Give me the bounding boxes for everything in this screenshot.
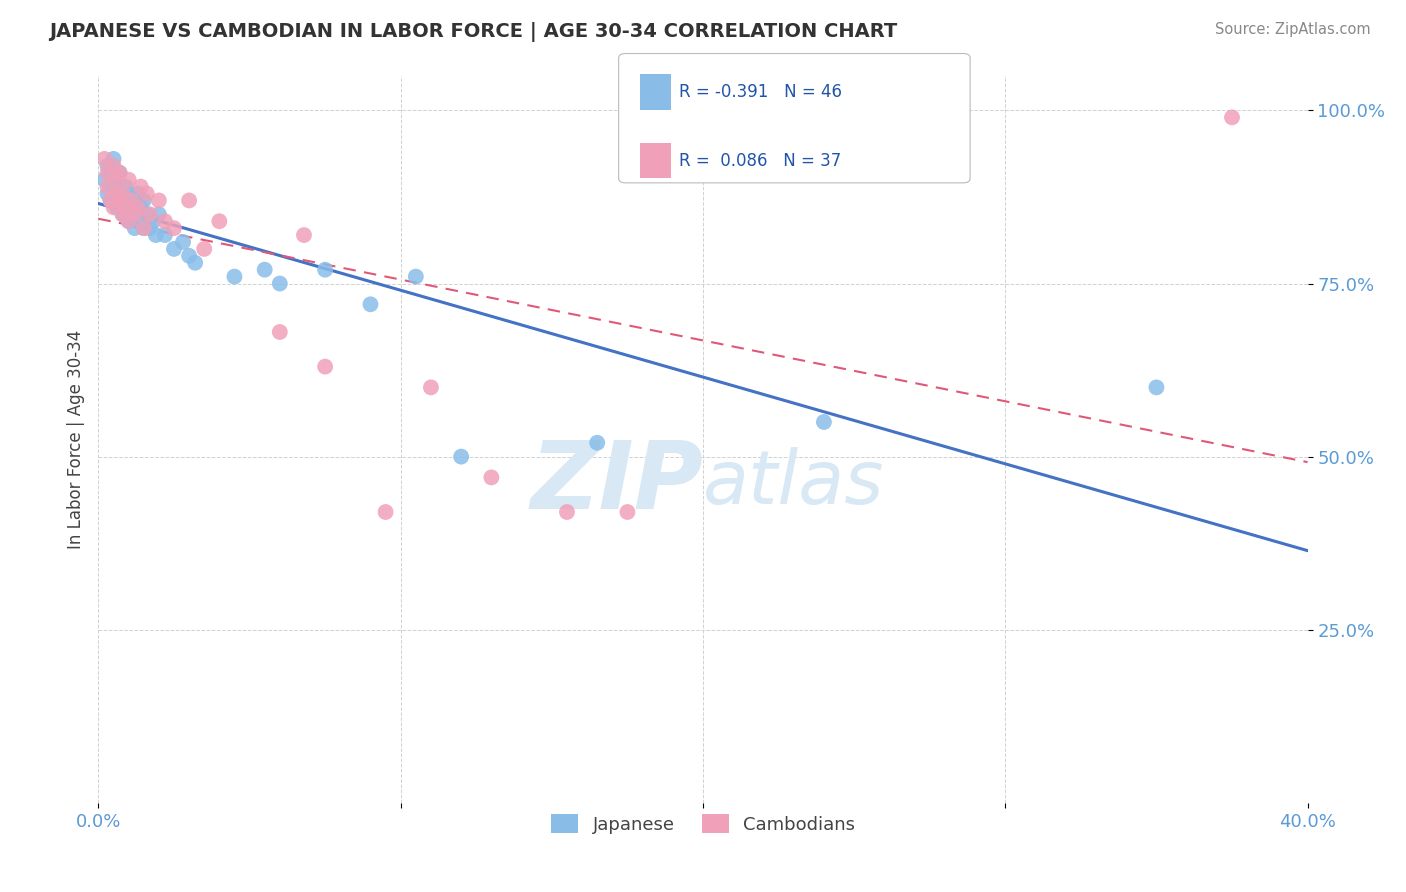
Point — [172, 235, 194, 249]
Text: Source: ZipAtlas.com: Source: ZipAtlas.com — [1215, 22, 1371, 37]
Point — [105, 172, 128, 186]
Point — [253, 262, 276, 277]
Point — [586, 435, 609, 450]
Point — [1144, 380, 1167, 394]
Point — [132, 221, 155, 235]
Point — [108, 166, 131, 180]
Point — [420, 380, 443, 394]
Point — [124, 207, 146, 221]
Point — [208, 214, 231, 228]
Point — [139, 207, 162, 221]
Point — [184, 256, 207, 270]
Point — [813, 415, 835, 429]
Point — [616, 505, 638, 519]
Point — [111, 207, 134, 221]
Y-axis label: In Labor Force | Age 30-34: In Labor Force | Age 30-34 — [66, 330, 84, 549]
Point — [121, 207, 143, 221]
Point — [93, 152, 115, 166]
Point — [405, 269, 427, 284]
Point — [96, 159, 118, 173]
Point — [118, 214, 141, 228]
Point — [108, 186, 131, 201]
Point — [121, 194, 143, 208]
Point — [93, 172, 115, 186]
Point — [105, 172, 128, 186]
Point — [108, 166, 131, 180]
Point — [103, 200, 125, 214]
Point — [127, 186, 149, 201]
Point — [1220, 111, 1243, 125]
Point — [153, 228, 176, 243]
Point — [179, 249, 201, 263]
Text: R = -0.391   N = 46: R = -0.391 N = 46 — [679, 83, 842, 101]
Point — [103, 152, 125, 166]
Point — [450, 450, 472, 464]
Point — [96, 179, 118, 194]
Point — [105, 186, 128, 201]
Text: R =  0.086   N = 37: R = 0.086 N = 37 — [679, 152, 841, 169]
Point — [103, 179, 125, 194]
Point — [132, 194, 155, 208]
Point — [100, 194, 122, 208]
Point — [132, 221, 155, 235]
Point — [129, 179, 152, 194]
Point — [269, 325, 291, 339]
Point — [193, 242, 215, 256]
Text: ZIP: ZIP — [530, 437, 703, 529]
Text: atlas: atlas — [703, 447, 884, 519]
Point — [118, 186, 141, 201]
Point — [153, 214, 176, 228]
Point — [100, 166, 122, 180]
Point — [314, 262, 336, 277]
Point — [148, 207, 170, 221]
Point — [114, 200, 136, 214]
Point — [103, 159, 125, 173]
Point — [108, 194, 131, 208]
Point — [114, 200, 136, 214]
Point — [129, 200, 152, 214]
Text: JAPANESE VS CAMBODIAN IN LABOR FORCE | AGE 30-34 CORRELATION CHART: JAPANESE VS CAMBODIAN IN LABOR FORCE | A… — [49, 22, 897, 42]
Point — [96, 166, 118, 180]
Point — [292, 228, 315, 243]
Point — [105, 200, 128, 214]
Point — [121, 194, 143, 208]
Legend: Japanese, Cambodians: Japanese, Cambodians — [544, 807, 862, 841]
Point — [224, 269, 246, 284]
Point — [114, 179, 136, 194]
Point — [135, 207, 157, 221]
Point — [100, 194, 122, 208]
Point — [118, 172, 141, 186]
Point — [163, 221, 186, 235]
Point — [142, 214, 165, 228]
Point — [314, 359, 336, 374]
Point — [374, 505, 396, 519]
Point — [145, 228, 167, 243]
Point — [124, 221, 146, 235]
Point — [111, 186, 134, 201]
Point — [163, 242, 186, 256]
Point — [127, 214, 149, 228]
Point — [148, 194, 170, 208]
Point — [96, 186, 118, 201]
Point — [111, 194, 134, 208]
Point — [135, 186, 157, 201]
Point — [555, 505, 578, 519]
Point — [127, 200, 149, 214]
Point — [139, 221, 162, 235]
Point — [111, 207, 134, 221]
Point — [481, 470, 503, 484]
Point — [360, 297, 382, 311]
Point — [269, 277, 291, 291]
Point — [179, 194, 201, 208]
Point — [124, 200, 146, 214]
Point — [118, 214, 141, 228]
